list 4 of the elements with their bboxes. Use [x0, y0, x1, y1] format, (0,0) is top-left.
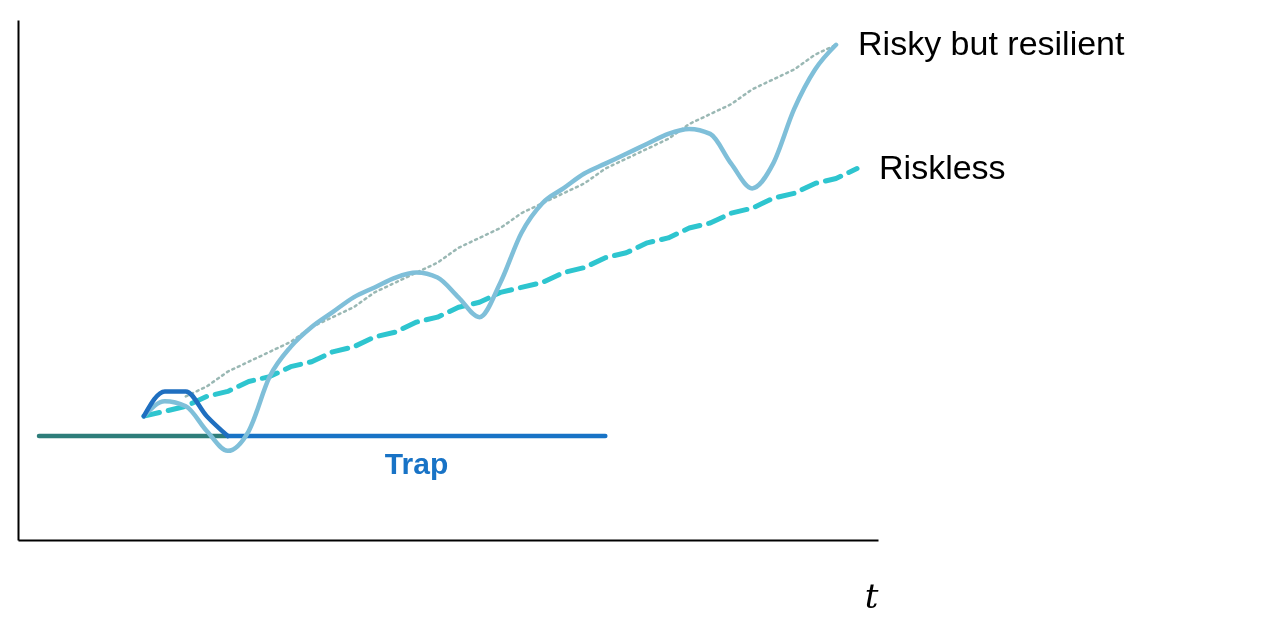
series-label: Riskless	[879, 147, 1006, 186]
series-label: Trap	[384, 447, 449, 480]
series-label: Risky but resilient	[858, 23, 1126, 62]
x-axis-title: t	[864, 575, 879, 616]
